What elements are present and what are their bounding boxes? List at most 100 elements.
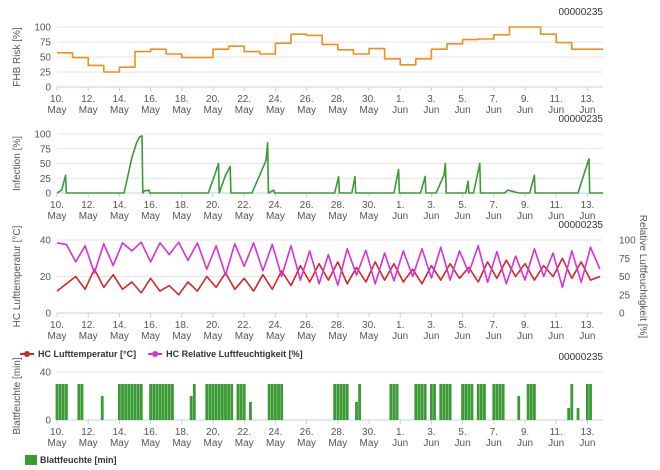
x-tick-label: 13. Jun [579, 427, 595, 449]
y-tick-label: 40 [40, 368, 52, 379]
wetness-bar [189, 396, 193, 420]
wetness-bar [139, 384, 143, 420]
station-id-label: 00000235 [559, 114, 604, 125]
y-axis-title: Infection [%] [12, 136, 23, 191]
wetness-bar [55, 384, 59, 420]
wetness-bar [442, 384, 446, 420]
wetness-bar [267, 384, 271, 420]
x-tick-label: 18. May [172, 320, 191, 342]
wetness-bar [133, 384, 137, 420]
x-tick-label: 11. Jun [548, 94, 564, 116]
chart-panel-temp-humidity: 00000235 0 20 40 0 25 50 75 100 Relative Luftfeuc… [12, 215, 648, 342]
y-tick-label: 75 [40, 144, 52, 155]
wetness-bar [464, 384, 468, 420]
wetness-bar [532, 384, 536, 420]
wetness-bar [439, 384, 443, 420]
wetness-bar [483, 384, 486, 420]
wetness-bar [358, 384, 362, 420]
x-tick-label: 18. May [172, 94, 191, 116]
x-tick-label: 16. May [141, 200, 160, 222]
x-tick-label: 1. Jun [392, 94, 408, 116]
legend-label: Blattfeuchte [min] [40, 455, 117, 465]
wetness-bar [333, 384, 337, 420]
y-tick-label: 0 [45, 83, 51, 94]
x-tick-label: 11. Jun [548, 427, 564, 449]
x-tick-label: 16. May [141, 427, 160, 449]
wetness-bar [161, 384, 165, 420]
y-axis-title: FHB Risk [%] [12, 27, 23, 87]
wetness-bar [273, 384, 277, 420]
wetness-bar [389, 384, 393, 420]
y-tick-label: 100 [34, 130, 51, 141]
x-tick-label: 7. Jun [486, 320, 502, 342]
wetness-bar [392, 384, 396, 420]
x-tick-label: 16. May [141, 320, 160, 342]
x-tick-label: 1. Jun [392, 320, 408, 342]
x-tick-label: 20. May [204, 320, 223, 342]
x-tick-label: 13. Jun [579, 200, 595, 222]
y-right-tick-label: 0 [619, 309, 625, 320]
x-tick-label: 20. May [204, 94, 223, 116]
wetness-bar [192, 384, 196, 420]
wetness-bar [242, 384, 246, 420]
chart-panel-fhb-risk: 00000235 0 25 50 75 100 FHB Risk [%] 10. May 12. M… [12, 7, 603, 116]
wetness-bar [417, 384, 421, 420]
wetness-bar [230, 384, 234, 420]
wetness-bar [423, 384, 427, 420]
x-tick-label: 14. May [110, 94, 129, 116]
x-tick-label: 5. Jun [455, 427, 471, 449]
chart-panel-leaf-wetness: 00000235 0 40 Blattfeuchte [min] 10. May 12. Ma… [12, 352, 603, 449]
x-tick-label: 26. May [297, 427, 316, 449]
wetness-bar [280, 384, 284, 420]
y-tick-label: 100 [34, 23, 51, 34]
x-tick-label: 11. Jun [548, 200, 564, 222]
x-tick-label: 3. Jun [423, 427, 439, 449]
wetness-bar [461, 384, 465, 420]
wetness-bar [567, 408, 571, 420]
y-tick-label: 40 [40, 236, 52, 247]
wetness-bar [58, 384, 62, 420]
wetness-bar [429, 384, 433, 420]
x-tick-label: 10. May [48, 94, 67, 116]
wetness-bar [124, 384, 128, 420]
wetness-bar [227, 384, 231, 420]
x-tick-label: 24. May [266, 427, 285, 449]
wetness-bar [167, 384, 171, 420]
wetness-bar [127, 384, 131, 420]
x-tick-label: 1. Jun [392, 427, 408, 449]
x-tick-label: 18. May [172, 427, 191, 449]
chart-panel-infection: 00000235 0 25 50 75 100 Infection [%] 10. May 12.… [12, 114, 603, 222]
x-tick-label: 26. May [297, 94, 316, 116]
legend-temp-humidity: HC Lufttemperatur [°C] HC Relative Luftfe… [20, 349, 303, 359]
y-tick-label: 25 [40, 68, 52, 79]
x-tick-label: 22. May [235, 94, 254, 116]
y-tick-label: 50 [40, 159, 52, 170]
wetness-bar [420, 384, 424, 420]
legend-marker [24, 351, 30, 357]
x-tick-label: 12. May [79, 427, 98, 449]
series-line-1 [57, 26, 603, 73]
x-tick-label: 20. May [204, 427, 223, 449]
wetness-bar [220, 384, 224, 420]
x-tick-label: 18. May [172, 200, 191, 222]
wetness-bar [208, 384, 212, 420]
x-tick-label: 30. May [360, 200, 379, 222]
x-tick-label: 9. Jun [517, 94, 533, 116]
wetness-bar [224, 384, 227, 420]
x-tick-label: 24. May [266, 94, 285, 116]
wetness-bar [155, 384, 159, 420]
x-tick-label: 12. May [79, 94, 98, 116]
station-id-label: 00000235 [559, 352, 604, 363]
wetness-bar [448, 384, 452, 420]
wetness-bar [501, 384, 505, 420]
wetness-bar [214, 384, 218, 420]
wetness-bar [136, 384, 140, 420]
wetness-bar [236, 384, 240, 420]
x-tick-label: 13. Jun [579, 94, 595, 116]
wetness-bar [270, 384, 274, 420]
wetness-bar [467, 384, 471, 420]
wetness-bar [345, 384, 349, 420]
y-axis-title: Blattfeuchte [min] [12, 357, 23, 434]
